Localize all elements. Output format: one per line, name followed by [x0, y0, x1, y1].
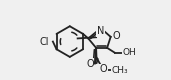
Text: O: O: [100, 64, 107, 74]
Text: O: O: [86, 59, 94, 69]
Text: Cl: Cl: [40, 37, 49, 47]
Text: O: O: [113, 31, 120, 41]
Text: OH: OH: [122, 48, 136, 57]
Text: N: N: [97, 26, 104, 36]
Text: CH₃: CH₃: [111, 66, 128, 75]
